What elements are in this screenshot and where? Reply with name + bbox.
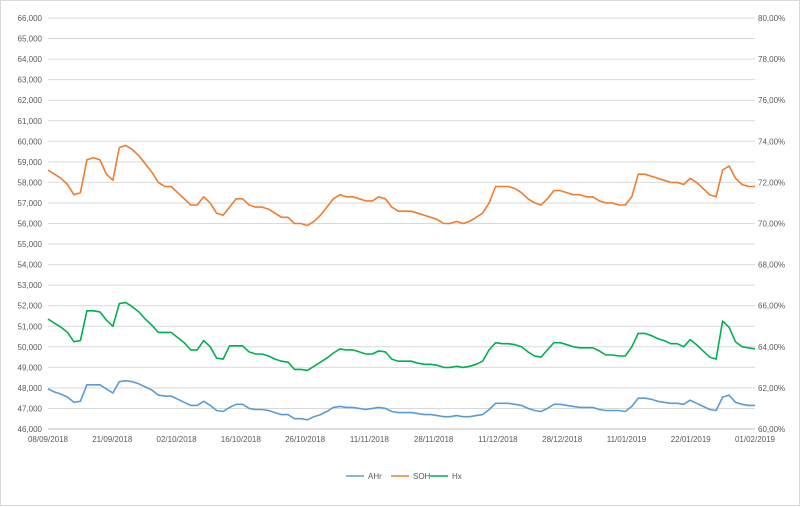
left-tick-label: 46,000 xyxy=(18,425,43,434)
legend: AHr SOH Hx xyxy=(346,472,462,481)
right-tick-label: 80,00% xyxy=(758,14,785,23)
right-tick-label: 70,00% xyxy=(758,220,785,229)
left-tick-label: 59,000 xyxy=(18,158,43,167)
x-tick-label: 02/10/2018 xyxy=(157,435,198,444)
series-line-hx xyxy=(47,301,756,372)
x-tick-label: 16/10/2018 xyxy=(221,435,262,444)
left-tick-label: 65,000 xyxy=(18,35,43,44)
legend-label-soh: SOH xyxy=(413,472,431,481)
legend-label-ahr: AHr xyxy=(368,472,382,481)
left-tick-label: 57,000 xyxy=(18,199,43,208)
left-tick-label: 47,000 xyxy=(18,404,43,413)
left-tick-label: 48,000 xyxy=(18,384,43,393)
x-tick-label: 11/01/2019 xyxy=(607,435,647,444)
left-tick-label: 64,000 xyxy=(18,55,43,64)
x-tick-label: 11/12/2018 xyxy=(478,435,518,444)
x-tick-label: 08/09/2018 xyxy=(28,435,69,444)
x-tick-label: 22/01/2019 xyxy=(671,435,712,444)
gridlines xyxy=(48,17,755,409)
right-tick-label: 76,00% xyxy=(758,96,785,105)
left-tick-label: 52,000 xyxy=(18,302,43,311)
left-tick-label: 56,000 xyxy=(18,220,43,229)
right-tick-label: 62,00% xyxy=(758,384,785,393)
right-tick-label: 72,00% xyxy=(758,178,785,187)
x-tick-label: 28/11/2018 xyxy=(414,435,454,444)
left-tick-label: 53,000 xyxy=(18,281,43,290)
right-axis-ticks: 60,00% 62,00% 64,00% 66,00% 68,00% 70,00% 72,0… xyxy=(758,14,785,434)
right-tick-label: 74,00% xyxy=(758,137,785,146)
left-tick-label: 58,000 xyxy=(18,178,43,187)
x-tick-label: 11/11/2018 xyxy=(350,435,389,444)
left-tick-label: 60,000 xyxy=(18,137,43,146)
left-tick-label: 55,000 xyxy=(18,240,43,249)
series-line-ahr xyxy=(47,379,755,421)
left-tick-label: 54,000 xyxy=(18,261,43,270)
right-tick-label: 60,00% xyxy=(758,425,785,434)
legend-label-hx: Hx xyxy=(452,472,462,481)
left-axis-ticks: 46,000 47,000 48,000 49,000 50,000 51,000 52,0… xyxy=(18,14,43,434)
x-tick-label: 28/12/2018 xyxy=(542,435,583,444)
x-tick-label: 26/10/2018 xyxy=(285,435,326,444)
left-tick-label: 49,000 xyxy=(18,363,43,372)
right-tick-label: 78,00% xyxy=(758,55,785,64)
right-tick-label: 64,00% xyxy=(758,343,785,352)
left-tick-label: 51,000 xyxy=(18,322,43,331)
right-tick-label: 66,00% xyxy=(758,302,785,311)
left-tick-label: 66,000 xyxy=(18,14,43,23)
x-tick-label: 21/09/2018 xyxy=(92,435,133,444)
series-line-soh xyxy=(47,144,755,227)
x-tick-label: 01/02/2019 xyxy=(735,435,776,444)
left-tick-label: 61,000 xyxy=(18,117,43,126)
right-tick-label: 68,00% xyxy=(758,261,785,270)
left-tick-label: 50,000 xyxy=(18,343,43,352)
x-axis-ticks: 08/09/2018 21/09/2018 02/10/2018 16/10/2018… xyxy=(28,435,776,444)
left-tick-label: 63,000 xyxy=(18,76,43,85)
series-lines xyxy=(47,144,756,421)
left-tick-label: 62,000 xyxy=(18,96,43,105)
